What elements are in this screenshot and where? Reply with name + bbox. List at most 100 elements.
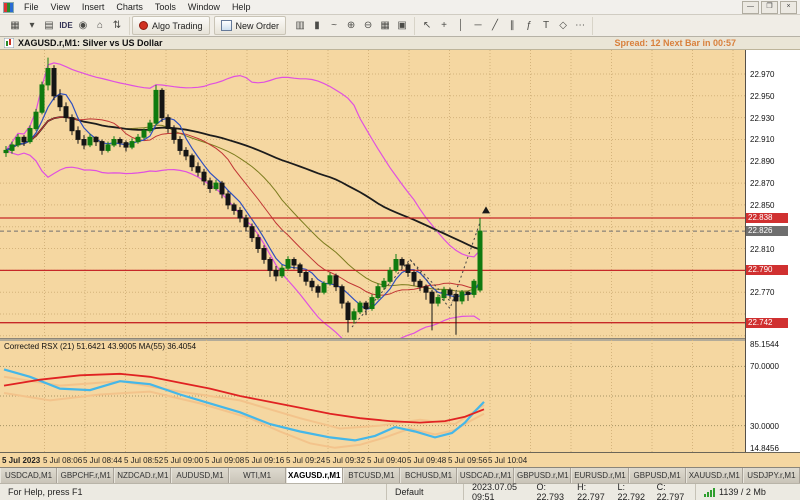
price-tick: 22.930	[750, 114, 775, 123]
status-high: H: 22.797	[577, 482, 605, 500]
chart-caption-bar[interactable]: XAGUSD.r,M1: Silver vs US Dollar Spread:…	[0, 37, 800, 50]
chart-tab-gbpusd-m1[interactable]: GBPUSD,M1	[628, 468, 686, 483]
candle-chart-mode-icon[interactable]: ▮	[314, 20, 320, 31]
chart-tab-gbpchf-r-m1[interactable]: GBPCHF.r,M1	[57, 468, 115, 483]
new-chart-icon[interactable]: ▦	[10, 20, 20, 31]
minimize-button[interactable]: —	[742, 0, 759, 14]
channel-tool-icon[interactable]: ∥	[509, 20, 515, 31]
time-axis-label: 5 Jul 09:16	[245, 456, 285, 465]
time-axis-label: 5 Jul 10:04	[488, 456, 528, 465]
bid-price-label: 22.826	[746, 226, 788, 236]
indicator-plot[interactable]	[0, 340, 745, 452]
metaeditor-ide-icon[interactable]: IDE	[59, 21, 73, 30]
menu-window[interactable]: Window	[187, 2, 220, 12]
price-tick: 22.890	[750, 157, 775, 166]
text-tool-icon[interactable]: T	[543, 20, 550, 31]
menu-charts[interactable]: Charts	[116, 2, 143, 12]
fibonacci-tool-icon[interactable]: ƒ	[526, 20, 532, 31]
chart-tab-audusd-m1[interactable]: AUDUSD,M1	[171, 468, 229, 483]
toolbar: ▦ ▾ ▤ IDE ◉ ⌂ ⇅ Algo Trading New Order ▥ ▮ ~ ⊕ ⊖ ▦ ▣…	[0, 15, 800, 37]
close-button[interactable]: ×	[780, 0, 797, 14]
cascade-windows-icon[interactable]: ▣	[397, 20, 407, 31]
algo-trading-icon	[139, 21, 148, 30]
new-order-icon	[220, 20, 232, 31]
time-axis-label: 5 Jul 2023	[2, 456, 41, 465]
chart-tab-usdcad-m1[interactable]: USDCAD,M1	[0, 468, 58, 483]
restore-button[interactable]: ❐	[761, 0, 778, 14]
time-axis[interactable]: 5 Jul 2023 5 Jul 08:06 5 Jul 08:44 5 Jul 08…	[0, 452, 800, 468]
cursor-icon[interactable]: ↖	[422, 20, 432, 31]
time-axis-label: 5 Jul 09:08	[205, 456, 245, 465]
indicator-axis-label: 14.8456	[750, 444, 779, 453]
vertical-line-tool-icon[interactable]: │	[457, 20, 465, 31]
price-axis[interactable]: 22.970 22.950 22.930 22.910 22.890 22.870 22.8…	[745, 50, 800, 453]
zoom-in-icon[interactable]: ⊕	[346, 20, 356, 31]
profiles-icon[interactable]: ▤	[44, 20, 54, 31]
menu-insert[interactable]: Insert	[81, 2, 105, 12]
indicator-axis-label: 70.0000	[750, 362, 779, 371]
time-axis-label: 5 Jul 09:48	[407, 456, 447, 465]
new-order-button[interactable]: New Order	[213, 16, 287, 35]
tile-windows-icon[interactable]: ▦	[380, 20, 390, 31]
indicator-axis-label: 85.1544	[750, 340, 779, 349]
price-line-label: 22.742	[746, 318, 788, 328]
menu-help[interactable]: Help	[231, 2, 251, 12]
chart-tab-xauusd-r-m1[interactable]: XAUUSD.r,M1	[685, 468, 743, 483]
status-open: O: 22.793	[536, 482, 564, 500]
status-low: L: 22.792	[617, 482, 646, 500]
price-line-label: 22.838	[746, 213, 788, 223]
chart-tab-nzdcad-r-m1[interactable]: NZDCAD.r,M1	[114, 468, 172, 483]
chart-tab-wti-m1[interactable]: WTI,M1	[228, 468, 286, 483]
time-axis-label: 5 Jul 09:56	[448, 456, 488, 465]
menu-view[interactable]: View	[50, 2, 70, 12]
chart-title: XAGUSD.r,M1: Silver vs US Dollar	[18, 38, 163, 48]
home-icon[interactable]: ⌂	[96, 20, 104, 31]
shapes-tool-icon[interactable]: ◇	[559, 20, 567, 31]
crosshair-icon[interactable]: +	[441, 20, 447, 31]
trendline-tool-icon[interactable]: ╱	[492, 20, 499, 31]
toolbar-group-view: ▥ ▮ ~ ⊕ ⊖ ▦ ▣	[288, 16, 416, 35]
menu-bar: File View Insert Charts Tools Window Help — ❐ ×	[0, 0, 800, 15]
spread-next-bar-info: Spread: 12 Next Bar in 00:57	[614, 38, 736, 48]
status-ohlc: 2023.07.05 09:51 O: 22.793 H: 22.797 L: …	[464, 482, 696, 500]
connection-traffic: 1139 / 2 Mb	[719, 487, 766, 497]
status-connection: 1139 / 2 Mb	[696, 484, 800, 500]
horizontal-line-tool-icon[interactable]: ─	[474, 20, 482, 31]
chart-dropdown-icon[interactable]: ▾	[29, 20, 35, 31]
menu-file[interactable]: File	[24, 2, 39, 12]
menu-items: File View Insert Charts Tools Window Help	[18, 2, 256, 12]
chart-tab-usdcad-r-m1[interactable]: USDCAD.r,M1	[457, 468, 515, 483]
time-axis-label: 5 Jul 08:06	[43, 456, 83, 465]
main-chart-plot[interactable]	[0, 50, 745, 351]
chart-symbol-icon	[4, 38, 14, 48]
app-logo-icon[interactable]	[3, 1, 14, 13]
line-chart-mode-icon[interactable]: ~	[331, 20, 337, 31]
chart-tab-btcusd-m1[interactable]: BTCUSD,M1	[342, 468, 400, 483]
status-close: C: 22.797	[656, 482, 685, 500]
broadcast-icon[interactable]: ◉	[78, 20, 88, 31]
menu-tools[interactable]: Tools	[154, 2, 176, 12]
panel-divider[interactable]	[0, 338, 800, 341]
chart-tab-eurusd-r-m1[interactable]: EURUSD.r,M1	[571, 468, 629, 483]
more-tools-icon[interactable]: ⋯	[575, 20, 586, 31]
price-line-label: 22.790	[746, 265, 788, 275]
refresh-arrows-icon[interactable]: ⇅	[112, 20, 122, 31]
chart-tabs-bar: USDCAD,M1 GBPCHF.r,M1 NZDCAD.r,M1 AUDUSD,M1…	[0, 467, 800, 483]
algo-trading-button[interactable]: Algo Trading	[132, 16, 210, 35]
chart-tab-gbpusd-r-m1[interactable]: GBPUSD.r,M1	[514, 468, 572, 483]
status-bar: For Help, press F1 Default 2023.07.05 09…	[0, 482, 800, 500]
window-controls: — ❐ ×	[742, 0, 797, 14]
bar-chart-mode-icon[interactable]: ▥	[295, 20, 305, 31]
zoom-out-icon[interactable]: ⊖	[363, 20, 373, 31]
price-tick: 22.910	[750, 135, 775, 144]
time-axis-label: 5 Jul 09:32	[326, 456, 366, 465]
chart-tab-usdjpy-r-m1[interactable]: USDJPY.r,M1	[742, 468, 800, 483]
chart-tab-xagusd-r-m1[interactable]: XAGUSD.r,M1	[285, 468, 343, 483]
chart-window: XAGUSD.r,M1: Silver vs US Dollar Spread:…	[0, 37, 800, 468]
indicator-axis-label: 30.0000	[750, 422, 779, 431]
status-profile[interactable]: Default	[387, 484, 464, 500]
price-tick: 22.870	[750, 179, 775, 188]
chart-tab-bchusd-m1[interactable]: BCHUSD,M1	[399, 468, 458, 483]
price-tick: 22.810	[750, 245, 775, 254]
